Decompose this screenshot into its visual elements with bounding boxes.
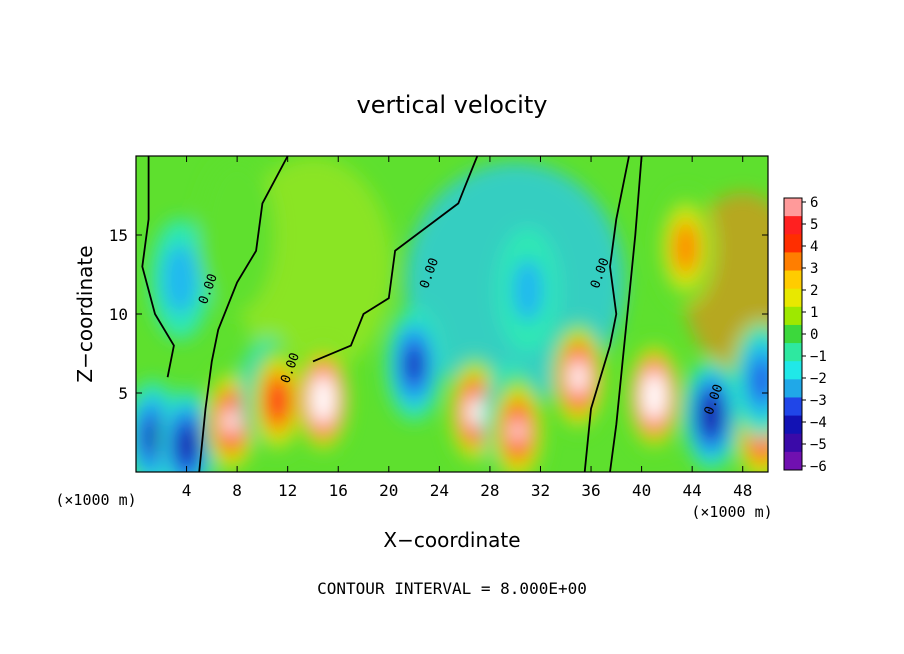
x-unit-label-left: (×1000 m) (55, 491, 136, 509)
field-cell (317, 387, 330, 412)
colorbar-label: −3 (810, 393, 827, 409)
field-cell (466, 395, 483, 429)
field-cell (672, 221, 699, 274)
colorbar-swatch (784, 451, 802, 471)
field-cell (145, 423, 160, 452)
colorbar-label: −5 (810, 437, 827, 453)
contour-line (312, 156, 479, 363)
y-axis-label: Z−coordinate (73, 245, 97, 382)
y-axis: 5 10 15 (109, 226, 768, 403)
colorbar-label: 1 (810, 305, 818, 321)
colorbar-label: 3 (810, 261, 818, 277)
plot-area: 0.000.000.00 0.000.00 (136, 156, 768, 472)
x-tick-label: 24 (430, 481, 449, 500)
contour-line (198, 156, 289, 472)
x-tick-label: 48 (733, 481, 752, 500)
field-cell (176, 425, 197, 466)
colorbar-label: −2 (810, 371, 827, 387)
colorbar-swatch (784, 343, 802, 362)
field-cell (198, 157, 277, 313)
x-tick-label: 32 (531, 481, 550, 500)
x-tick-label: 40 (632, 481, 651, 500)
x-tick-label: 16 (329, 481, 348, 500)
y-tick-label: 15 (109, 226, 128, 245)
x-tick-label: 44 (683, 481, 702, 500)
colorbar-label: −1 (810, 349, 827, 365)
colorbar-swatch (784, 198, 802, 217)
colorbar-swatch (784, 216, 802, 235)
colorbar-swatch (784, 397, 802, 417)
field-cell (648, 384, 661, 408)
velocity-field (136, 156, 768, 472)
x-axis-label: X−coordinate (383, 528, 520, 552)
x-tick-label: 12 (278, 481, 297, 500)
colorbar-swatch (784, 234, 802, 253)
contour-line (141, 156, 175, 378)
colorbar-swatch (784, 433, 802, 453)
x-axis: 4 8 12 16 20 24 28 32 36 40 44 48 (182, 156, 752, 500)
colorbar-swatch (784, 270, 802, 290)
x-tick-label: 28 (480, 481, 499, 500)
colorbar-label: −6 (810, 459, 827, 475)
colorbar-label: 4 (810, 239, 818, 255)
colorbar-swatch (784, 361, 802, 380)
colorbar-label: 2 (810, 283, 818, 299)
field-cell (267, 380, 288, 421)
y-tick-label: 5 (118, 384, 128, 403)
colorbar-swatch (784, 306, 802, 326)
contour-interval-note: CONTOUR INTERVAL = 8.000E+00 (317, 579, 587, 598)
x-tick-label: 4 (182, 481, 192, 500)
colorbar-swatch (784, 379, 802, 398)
x-tick-label: 20 (379, 481, 398, 500)
colorbar-label: 5 (810, 217, 818, 233)
field-cell (705, 403, 718, 427)
x-tick-label: 8 (232, 481, 242, 500)
x-unit-label-right: (×1000 m) (691, 503, 772, 521)
colorbar-label: 0 (810, 327, 818, 343)
colorbar-swatch (784, 252, 802, 272)
field-cell (162, 244, 198, 314)
field-cell (223, 407, 238, 436)
colorbar-swatch (784, 415, 802, 435)
field-cell (572, 367, 585, 388)
field-cell (750, 357, 768, 404)
chart-title: vertical velocity (357, 91, 548, 119)
contour-line (583, 156, 630, 472)
field-cell (511, 419, 524, 443)
colorbar-swatch (784, 288, 802, 308)
x-tick-label: 36 (581, 481, 600, 500)
field-cell (512, 259, 544, 322)
field-cell (406, 350, 422, 379)
colorbar-label: −4 (810, 415, 827, 431)
y-tick-label: 10 (109, 305, 128, 324)
colorbar-swatch (784, 324, 802, 344)
contour-line (609, 156, 643, 472)
colorbar: 6 5 4 3 2 1 0 −1 −2 −3 −4 −5 −6 (783, 195, 827, 475)
colorbar-label: 6 (810, 195, 818, 211)
